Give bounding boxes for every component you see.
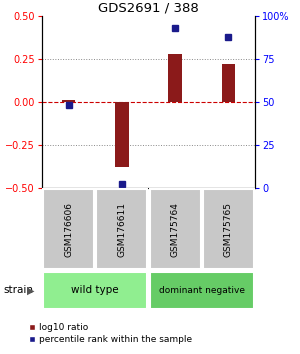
Bar (43, 272, 147, 309)
Bar (96, 189, 147, 269)
Text: ▶: ▶ (27, 285, 34, 295)
Text: GSM175764: GSM175764 (171, 202, 180, 257)
Bar (203, 189, 254, 269)
Bar (150, 189, 201, 269)
Bar (43, 189, 94, 269)
Bar (115, 102, 128, 167)
Bar (222, 64, 235, 102)
Text: GSM176606: GSM176606 (64, 202, 73, 257)
Text: strain: strain (3, 285, 33, 295)
Title: GDS2691 / 388: GDS2691 / 388 (98, 2, 199, 15)
Text: GSM175765: GSM175765 (224, 202, 233, 257)
Text: wild type: wild type (71, 285, 119, 295)
Bar (169, 54, 182, 102)
Text: dominant negative: dominant negative (159, 286, 245, 295)
Text: GSM176611: GSM176611 (117, 202, 126, 257)
Bar (150, 272, 254, 309)
Legend: log10 ratio, percentile rank within the sample: log10 ratio, percentile rank within the … (28, 323, 193, 344)
Bar (62, 100, 75, 102)
